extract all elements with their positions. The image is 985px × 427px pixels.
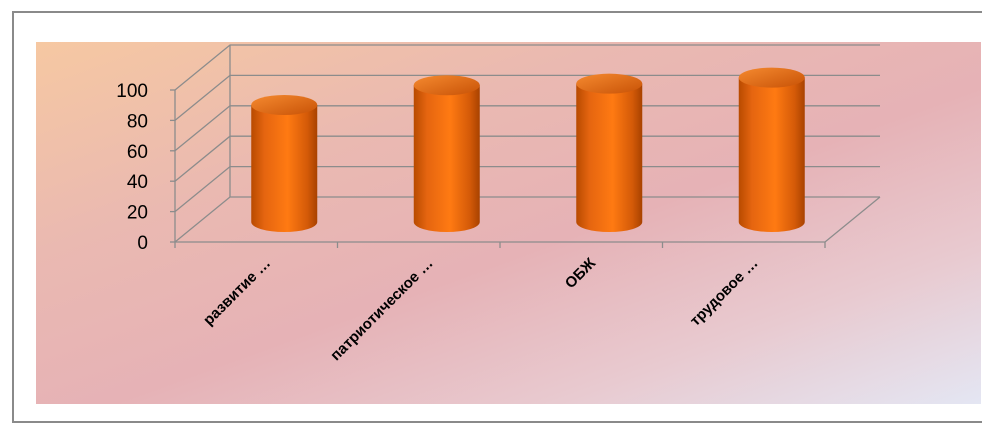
axes [170,45,881,248]
y-tick-label: 40 [127,172,148,193]
category-label: патриотическое … [327,255,436,364]
bar-body [738,77,805,232]
bars [251,67,805,233]
bar [251,94,318,232]
y-tick-label: 80 [127,111,148,132]
category-label: трудовое … [687,255,762,330]
category-label: ОБЖ [562,255,600,293]
bar-body [576,83,643,233]
bar [576,73,643,233]
y-tick-label: 100 [116,81,148,102]
bar-body [251,104,318,232]
bar-top [738,67,805,88]
plot-area-background [36,42,981,404]
bar [413,75,480,232]
category-labels: развитие … патриотическое … ОБЖ трудовое … [200,255,762,365]
bar-body [413,85,480,232]
bar-top [413,75,480,96]
bar-top [251,94,318,115]
y-tick-label: 60 [127,142,148,163]
bar [738,67,805,232]
y-tick-labels: 0 20 40 60 80 100 [116,81,148,254]
y-tick-label: 20 [127,203,148,224]
y-tick-label: 0 [137,233,148,254]
category-label: развитие … [200,255,274,329]
bar-top [576,73,643,94]
